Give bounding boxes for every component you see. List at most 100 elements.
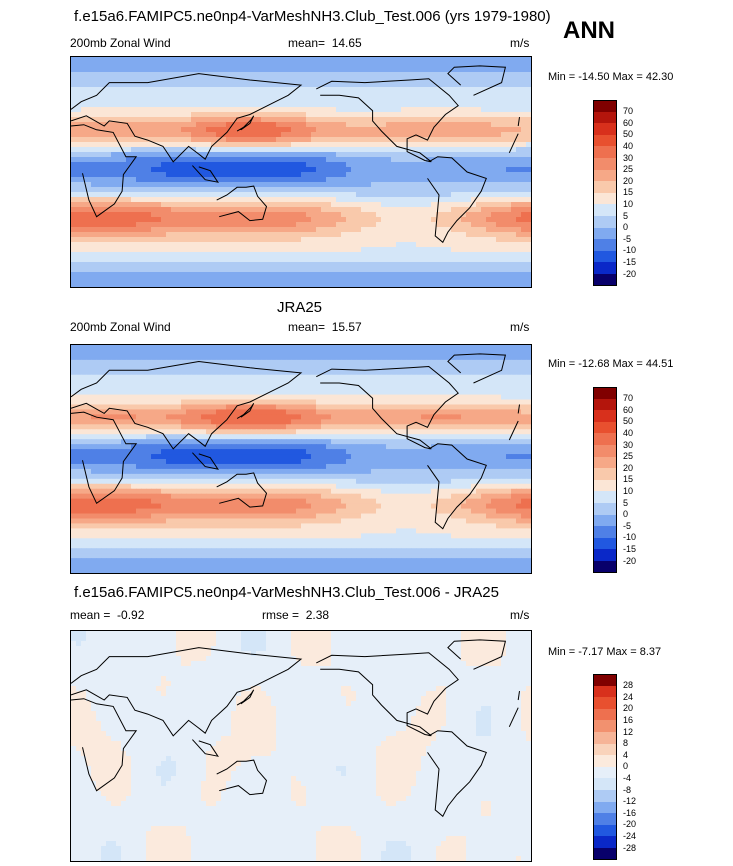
panel1-grid-cell (81, 257, 87, 263)
panel1-grid-cell (206, 237, 212, 243)
panel1-grid-cell (336, 272, 342, 278)
panel1-grid-cell (136, 82, 142, 88)
panel2-grid-cell (391, 374, 397, 381)
panel1-grid-cell (511, 152, 517, 158)
panel1-grid-cell (481, 92, 487, 98)
panel1-grid-cell (516, 107, 522, 113)
panel2-grid-cell (181, 359, 187, 366)
panel1-grid-cell (146, 267, 152, 273)
panel1-grid-cell (491, 87, 497, 93)
panel1-grid-cell (206, 272, 212, 278)
panel1-grid-cell (166, 247, 172, 253)
panel2-grid-cell (226, 364, 232, 371)
panel1-grid-cell (236, 67, 242, 73)
panel1-grid-cell (456, 257, 462, 263)
panel1-grid-cell (236, 282, 242, 287)
panel1-grid-cell (491, 237, 497, 243)
panel1-grid-cell (321, 207, 327, 213)
panel2-grid-cell (91, 359, 97, 366)
panel1-grid-cell (106, 162, 112, 168)
panel1-grid-cell (401, 207, 407, 213)
panel1-grid-cell (481, 72, 487, 78)
panel1-colorbar-swatch (593, 274, 617, 287)
panel1-grid-cell (351, 142, 357, 148)
panel1-grid-cell (271, 247, 277, 253)
panel1-grid-cell (116, 77, 122, 83)
panel1-grid-cell (446, 257, 452, 263)
panel1-grid-cell (476, 212, 482, 218)
panel1-grid-cell (156, 72, 162, 78)
panel2-mean: mean= 15.57 (288, 320, 362, 334)
panel1-grid-cell (71, 252, 77, 258)
panel1-grid-cell (166, 232, 172, 238)
panel1-grid-cell (521, 247, 527, 253)
panel1-grid-cell (306, 212, 312, 218)
panel1-grid-cell (301, 87, 307, 93)
panel1-grid-cell (246, 87, 252, 93)
panel1-grid-cell (481, 172, 487, 178)
panel1-grid-cell (451, 152, 457, 158)
panel2-grid-cell (426, 364, 432, 371)
panel1-grid-cell (71, 212, 77, 218)
panel1-grid-cell (161, 117, 167, 123)
panel1-grid-cell (151, 147, 157, 153)
panel2-grid-cell (371, 359, 377, 366)
panel2-grid-cell (396, 354, 402, 361)
panel1-grid-cell (361, 197, 367, 203)
panel1-grid-cell (136, 142, 142, 148)
panel1-grid-cell (341, 67, 347, 73)
panel1-grid-cell (201, 57, 207, 63)
panel1-grid-cell (476, 77, 482, 83)
panel1-grid-cell (166, 267, 172, 273)
panel1-grid-cell (86, 62, 92, 68)
panel1-grid-cell (356, 67, 362, 73)
panel2-grid-cell (321, 379, 327, 386)
panel1-grid-cell (436, 232, 442, 238)
panel1-grid-cell (516, 77, 522, 83)
panel1-grid-cell (211, 102, 217, 108)
panel1-grid-cell (171, 147, 177, 153)
panel2-grid-cell (156, 359, 162, 366)
panel1-grid-cell (341, 132, 347, 138)
panel1-grid-cell (96, 232, 102, 238)
panel2-grid-cell (76, 379, 82, 386)
panel2-grid-cell (341, 349, 347, 356)
panel1-grid-cell (131, 187, 137, 193)
panel1-grid-cell (421, 237, 427, 243)
panel1-grid-cell (381, 242, 387, 248)
panel1-grid-cell (491, 282, 497, 287)
panel1-grid-cell (196, 132, 202, 138)
panel1-grid-cell (526, 252, 531, 258)
panel1-grid-cell (156, 222, 162, 228)
panel1-grid-cell (96, 172, 102, 178)
panel2-grid-cell (136, 374, 142, 381)
panel1-grid-cell (126, 127, 132, 133)
panel1-grid-cell (96, 167, 102, 173)
panel1-grid-cell (391, 262, 397, 268)
panel1-grid-cell (426, 247, 432, 253)
panel1-grid-cell (461, 142, 467, 148)
panel1-grid-cell (471, 172, 477, 178)
panel2-grid-cell (401, 349, 407, 356)
panel1-grid-cell (301, 147, 307, 153)
panel1-grid-cell (406, 217, 412, 223)
panel1-grid-cell (476, 147, 482, 153)
panel1-grid-cell (256, 237, 262, 243)
panel1-grid-cell (346, 187, 352, 193)
panel2-grid-cell (401, 369, 407, 376)
panel1-grid-cell (416, 257, 422, 263)
panel1-grid-cell (251, 77, 257, 83)
panel2-grid-cell (96, 374, 102, 381)
panel1-grid-cell (416, 117, 422, 123)
panel1-grid-cell (496, 107, 502, 113)
panel1-grid-cell (131, 252, 137, 258)
panel1-grid-cell (186, 117, 192, 123)
panel2-grid-cell (366, 364, 372, 371)
panel1-grid-cell (451, 217, 457, 223)
panel1-grid-cell (501, 252, 507, 258)
panel1-grid-cell (176, 242, 182, 248)
panel2-grid-cell (126, 349, 132, 356)
panel1-grid-cell (156, 102, 162, 108)
panel1-grid-cell (331, 267, 337, 273)
panel2-grid-cell (156, 374, 162, 381)
